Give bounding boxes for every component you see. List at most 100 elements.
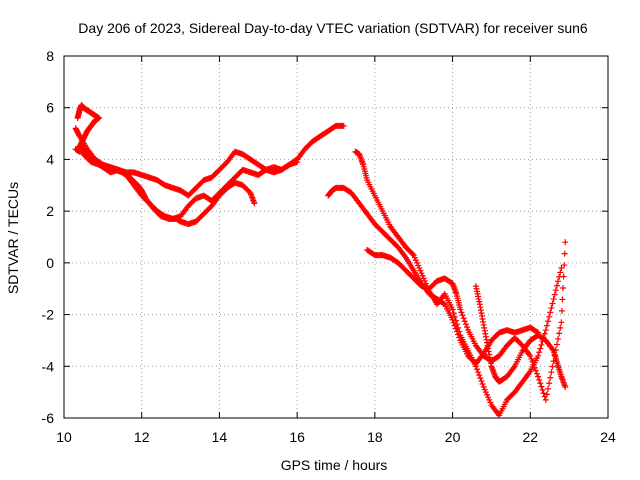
data-point <box>557 324 564 331</box>
data-point <box>551 291 558 298</box>
x-tick-label: 24 <box>600 429 616 445</box>
data-point <box>559 296 566 303</box>
data-point <box>531 364 538 371</box>
x-tick-label: 16 <box>289 429 305 445</box>
data-points <box>72 102 569 419</box>
data-point <box>527 352 534 359</box>
y-tick-label: 8 <box>46 48 54 64</box>
data-point <box>460 315 467 322</box>
y-tick-label: 6 <box>46 100 54 116</box>
data-point <box>455 324 462 331</box>
data-point <box>549 300 556 307</box>
data-point <box>473 366 480 373</box>
data-point <box>536 349 543 356</box>
y-axis-label: SDTVAR / TECUs <box>5 182 21 294</box>
y-tick-label: -2 <box>42 307 55 323</box>
series-track-e <box>352 148 565 419</box>
data-point <box>558 265 565 272</box>
x-tick-label: 22 <box>522 429 538 445</box>
data-point <box>560 273 567 280</box>
x-tick-label: 12 <box>134 429 150 445</box>
data-point <box>529 358 536 365</box>
data-point <box>457 306 464 313</box>
data-point <box>538 341 545 348</box>
data-point <box>535 373 542 380</box>
data-point <box>451 313 458 320</box>
data-point <box>552 287 559 294</box>
data-point <box>543 391 550 398</box>
data-point <box>558 307 565 314</box>
series-track-g <box>472 283 569 390</box>
series-track-a <box>72 122 347 199</box>
y-tick-label: 4 <box>46 151 54 167</box>
data-point <box>549 363 556 370</box>
data-point <box>459 312 466 319</box>
data-point <box>548 369 555 376</box>
data-point <box>562 383 569 390</box>
x-tick-label: 18 <box>367 429 383 445</box>
data-point <box>561 250 568 257</box>
data-point <box>542 327 549 334</box>
data-point <box>479 381 486 388</box>
data-point <box>251 200 258 207</box>
data-point <box>452 317 459 324</box>
data-point <box>538 383 545 390</box>
y-tick-label: 0 <box>46 255 54 271</box>
data-point <box>542 396 549 403</box>
data-point <box>530 361 537 368</box>
data-point <box>539 386 546 393</box>
data-point <box>537 345 544 352</box>
data-point <box>476 372 483 379</box>
data-point <box>555 335 562 342</box>
data-point <box>561 262 568 269</box>
data-point <box>472 363 479 370</box>
data-point <box>454 321 461 328</box>
chart-title: Day 206 of 2023, Sidereal Day-to-day VTE… <box>78 20 588 36</box>
data-point <box>458 309 465 316</box>
data-point <box>557 269 564 276</box>
data-point <box>541 330 548 337</box>
data-point <box>555 278 562 285</box>
x-tick-label: 14 <box>212 429 228 445</box>
data-point <box>449 306 456 313</box>
data-point <box>545 318 552 325</box>
data-point <box>547 374 554 381</box>
data-point <box>532 367 539 374</box>
data-point <box>409 250 416 257</box>
data-point <box>537 380 544 387</box>
data-point <box>546 380 553 387</box>
data-point <box>533 370 540 377</box>
x-tick-label: 10 <box>56 429 72 445</box>
x-tick-label: 20 <box>445 429 461 445</box>
data-point <box>553 341 560 348</box>
data-point <box>548 304 555 311</box>
data-point <box>478 378 485 385</box>
x-axis-label: GPS time / hours <box>281 457 388 473</box>
data-point <box>546 313 553 320</box>
y-tick-label: 2 <box>46 203 54 219</box>
data-point <box>461 318 468 325</box>
data-point <box>450 310 457 317</box>
data-point <box>536 376 543 383</box>
data-point <box>558 319 565 326</box>
data-point <box>545 385 552 392</box>
series-track-b <box>72 143 301 222</box>
data-point <box>562 239 569 246</box>
data-point <box>547 309 554 316</box>
y-tick-label: -4 <box>42 358 55 374</box>
data-point <box>294 159 301 166</box>
grid <box>64 56 608 418</box>
data-point <box>540 390 547 397</box>
data-point <box>456 328 463 335</box>
series-track-d <box>325 184 542 367</box>
data-point <box>528 355 535 362</box>
data-point <box>556 330 563 337</box>
data-point <box>535 352 542 359</box>
data-point <box>560 284 567 291</box>
series-track-c <box>74 102 258 228</box>
plot-frame <box>63 55 609 419</box>
data-point <box>475 369 482 376</box>
data-point <box>464 324 471 331</box>
